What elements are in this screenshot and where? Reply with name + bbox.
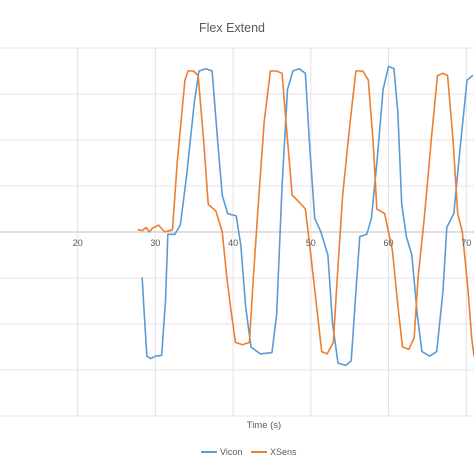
chart-title: Flex Extend [199, 21, 265, 35]
legend-label-vicon: Vicon [220, 447, 242, 457]
x-tick-label: 60 [384, 238, 394, 248]
legend: Vicon XSens [201, 447, 297, 457]
x-tick-label: 20 [73, 238, 83, 248]
x-axis-title: Time (s) [247, 420, 281, 431]
x-tick-label: 40 [228, 238, 238, 248]
legend-label-xsens: XSens [270, 447, 297, 457]
series-line-vicon [141, 65, 474, 367]
series-lines [137, 65, 474, 367]
x-tick-label: 70 [461, 238, 471, 248]
x-tick-label: 30 [150, 238, 160, 248]
x-tick-label: 50 [306, 238, 316, 248]
x-tick-labels: 20 30 40 50 60 70 [73, 238, 472, 248]
series-line-xsens [137, 70, 474, 357]
